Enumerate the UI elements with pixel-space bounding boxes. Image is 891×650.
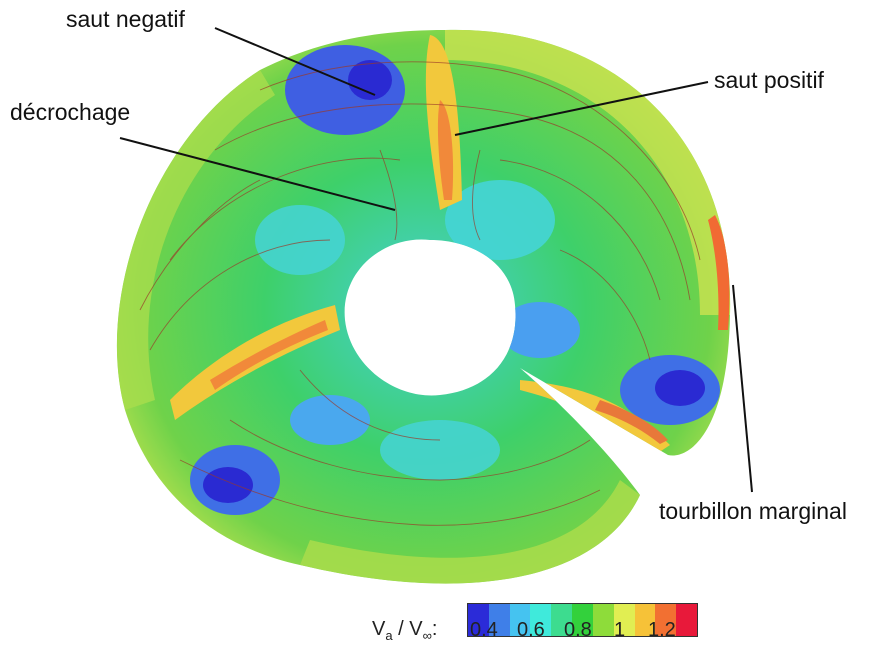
legend-swatch [530, 604, 552, 636]
legend-tick: 0.6 [517, 619, 545, 641]
caption-colon: : [431, 618, 438, 640]
caption-var: V [372, 618, 386, 640]
color-legend-caption: Va / V∞: [372, 618, 437, 643]
caption-sep: / [392, 618, 410, 640]
caption-var-sub: a [385, 628, 393, 643]
legend-swatch [572, 604, 593, 636]
legend-swatch [613, 604, 635, 636]
caption-ref-sub: ∞ [422, 628, 432, 643]
contour-lines [139, 61, 701, 526]
legend-swatch [655, 604, 677, 636]
label-decrochage: décrochage [10, 99, 131, 125]
legend-tick: 1.2 [648, 619, 676, 641]
label-tourbillon-marginal: tourbillon marginal [659, 498, 847, 524]
label-saut-positif: saut positif [714, 67, 824, 93]
legend-swatch [551, 604, 573, 636]
turbine-disc [116, 29, 731, 584]
legend-swatch [592, 604, 614, 636]
legend-tick: 0.8 [564, 619, 592, 641]
label-saut-negatif: saut negatif [66, 6, 185, 32]
legend-swatch [676, 604, 697, 636]
caption-ref: V [409, 618, 423, 640]
legend-swatch [468, 604, 489, 636]
leader-tourbillon [732, 284, 753, 493]
leader-saut-negatif [214, 27, 376, 96]
legend-swatch [509, 604, 531, 636]
leader-decrochage [119, 137, 396, 211]
legend-tick: 0.4 [470, 619, 498, 641]
legend-tick: 1 [614, 619, 626, 641]
legend-swatch [488, 604, 510, 636]
color-legend-bar [467, 603, 698, 637]
leader-lines [119, 27, 753, 493]
leader-saut-positif [454, 81, 709, 136]
legend-swatch [634, 604, 656, 636]
tip-vortex-band [708, 215, 730, 330]
